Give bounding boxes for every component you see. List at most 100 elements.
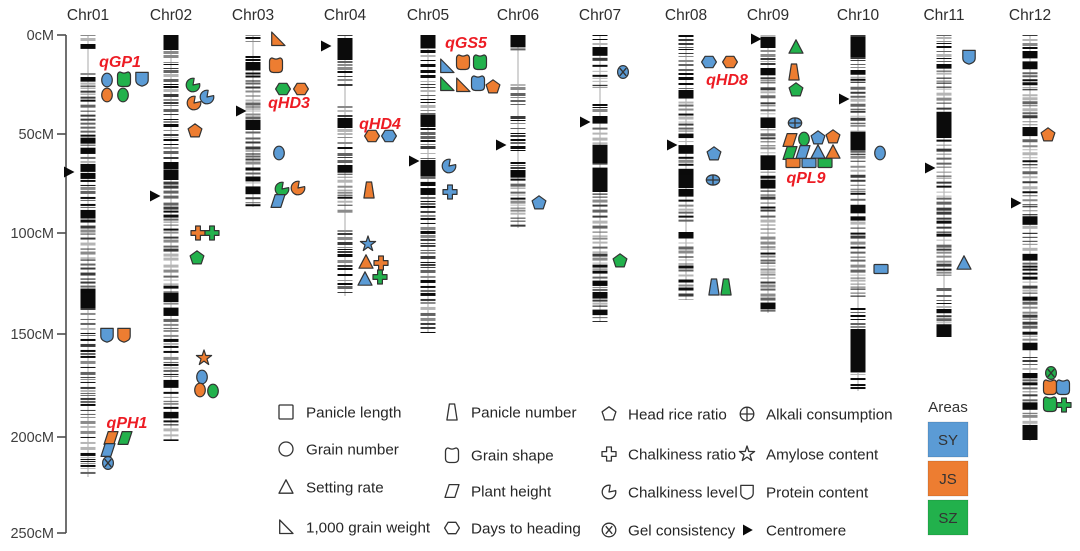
chromosome-ideogram-chr10: Chr10 — [837, 7, 879, 391]
pacman-marker — [186, 95, 202, 111]
pentagon-marker — [187, 123, 203, 138]
square-marker — [801, 157, 817, 169]
cross-marker — [442, 184, 458, 200]
qtl-label: qHD3 — [268, 95, 310, 112]
axis-tick-label: 250cM — [10, 526, 54, 542]
chromosome-label: Chr01 — [67, 7, 109, 24]
trapezoid-marker — [363, 181, 375, 199]
legend-item-label: Days to heading — [471, 521, 581, 538]
hexagon-marker — [275, 82, 291, 96]
chromosome-label: Chr09 — [747, 7, 789, 24]
star-icon — [738, 445, 756, 462]
grain-marker — [455, 54, 471, 71]
hexagon-icon — [443, 521, 461, 535]
trait-legend: Panicle length Grain number Setting rate 1,… — [278, 403, 893, 540]
parallelogram-marker — [782, 133, 798, 147]
square-marker — [873, 263, 889, 275]
chromosome-label: Chr08 — [665, 7, 707, 24]
grain-marker — [1055, 379, 1071, 396]
pacman-marker — [441, 158, 457, 174]
legend-item-label: Gel consistency — [628, 523, 736, 540]
pentagon-marker — [612, 253, 628, 268]
legend-item-label: 1,000 grain weight — [306, 520, 431, 537]
hexagon-marker — [293, 82, 309, 96]
cross-marker — [372, 269, 388, 285]
grain-marker — [472, 54, 488, 71]
grain-marker — [470, 75, 486, 92]
circle-x-marker — [616, 64, 630, 80]
legend-item-label: Panicle number — [471, 405, 577, 422]
triangle-marker — [956, 255, 972, 270]
qtl-label: qPH1 — [107, 415, 148, 432]
cross-marker — [1056, 397, 1072, 413]
shield-marker — [117, 327, 131, 343]
chromosome-label: Chr12 — [1009, 7, 1051, 24]
grain-marker — [116, 71, 132, 88]
pacman-marker — [199, 89, 215, 105]
circle-plus-icon — [739, 406, 755, 422]
triangle-marker — [788, 39, 804, 54]
chromosome-ideogram-chr05: Chr05 — [407, 7, 449, 333]
chromosome-label: Chr07 — [579, 7, 621, 24]
chromosome-label: Chr05 — [407, 7, 449, 24]
areas-title: Areas — [928, 399, 968, 416]
axis-tick-label: 200cM — [10, 430, 54, 446]
legend-item-label: Panicle length — [306, 405, 401, 422]
centimorgan-axis: 0cM 50cM 100cM 150cM 200cM 250cM — [10, 28, 67, 542]
pentagon-marker — [706, 146, 722, 161]
hexagon-marker — [722, 55, 738, 69]
circle-x-icon — [601, 522, 617, 538]
triangle-icon — [278, 479, 294, 494]
area-box-sz — [927, 499, 969, 536]
chromosome-ideogram-chr03: Chr03 — [232, 7, 274, 207]
circle-plus-marker — [705, 174, 721, 186]
area-box-js — [927, 460, 969, 497]
triangle-marker — [810, 144, 826, 159]
right-triangle-marker — [440, 58, 455, 74]
centromere-icon — [236, 105, 247, 117]
shield-marker — [962, 49, 976, 65]
cross-marker — [373, 255, 389, 271]
pentagon-marker — [825, 129, 841, 144]
right-triangle-marker — [271, 31, 286, 47]
area-code-label: JS — [939, 471, 957, 488]
right-triangle-marker — [440, 76, 455, 92]
parallelogram-marker — [117, 431, 133, 445]
centromere-icon — [64, 166, 75, 178]
chromosome-label: Chr02 — [150, 7, 192, 24]
square-icon — [278, 404, 294, 420]
legend-item-label: Alkali consumption — [766, 407, 893, 424]
pacman-icon — [601, 484, 617, 500]
chromosome-ideogram-chr09: Chr09 — [747, 7, 789, 313]
triangle-marker — [825, 144, 841, 159]
centromere-icon — [580, 116, 591, 128]
legend-item-label: Plant height — [471, 484, 552, 501]
square-marker — [817, 157, 833, 169]
qtl-label: qGS5 — [445, 35, 488, 52]
circle-marker — [874, 145, 886, 161]
shield-icon — [740, 484, 754, 500]
parallelogram-marker — [795, 145, 811, 159]
parallelogram-marker — [270, 194, 286, 208]
grain-marker — [268, 57, 284, 74]
pentagon-marker — [485, 79, 501, 94]
legend-item-label: Grain number — [306, 442, 399, 459]
cross-marker — [190, 225, 206, 241]
trapezoid-marker — [788, 63, 800, 81]
star-marker — [195, 349, 213, 366]
grain-marker — [1042, 396, 1058, 413]
qtl-label: qGP1 — [99, 54, 141, 71]
cross-icon — [601, 446, 617, 462]
chromosome-ideogram-chr06: Chr06 — [497, 7, 539, 228]
centromere-icon — [839, 93, 850, 105]
qtl-label: qHD4 — [359, 116, 401, 133]
grain-icon — [444, 447, 460, 464]
circle-marker — [207, 383, 219, 399]
axis-tick-label: 150cM — [10, 327, 54, 343]
triangle-marker — [358, 254, 374, 269]
circle-icon — [278, 441, 294, 457]
trapezoid-icon — [446, 403, 458, 421]
chromosome-ideogram-chr02: Chr02 — [150, 7, 192, 441]
